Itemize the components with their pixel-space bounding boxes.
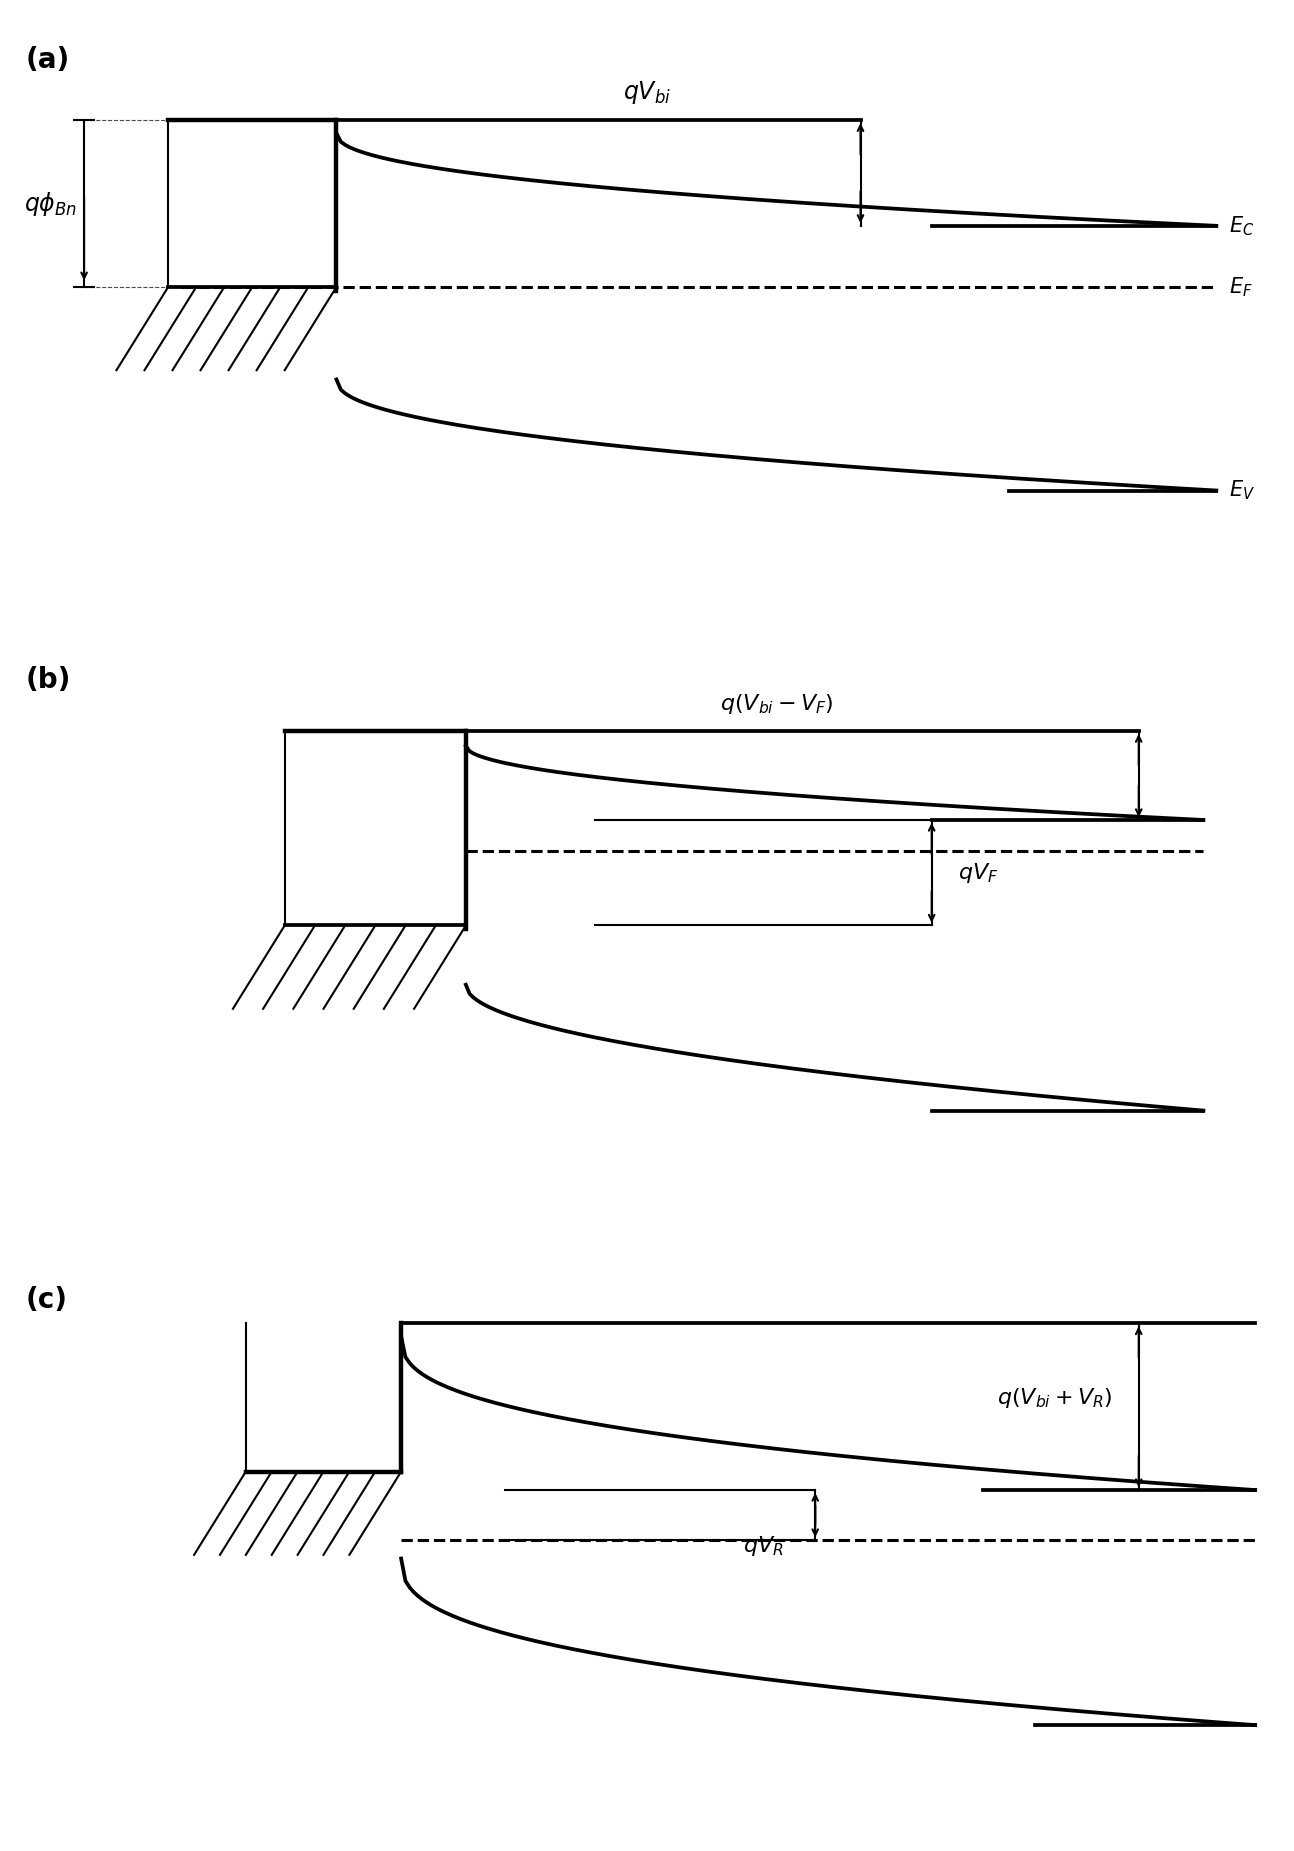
Text: $qV_{bi}$: $qV_{bi}$ [622,78,672,106]
Text: $q\phi_{Bn}$: $q\phi_{Bn}$ [25,189,78,218]
Text: $E_C$: $E_C$ [1229,215,1255,237]
Text: $E_F$: $E_F$ [1229,276,1253,298]
Text: (a): (a) [26,46,70,74]
Text: (c): (c) [26,1286,67,1314]
Text: $qV_F$: $qV_F$ [958,861,998,885]
Text: (b): (b) [26,666,71,694]
Text: $q(V_{bi}-V_F)$: $q(V_{bi}-V_F)$ [719,692,833,716]
Text: $E_V$: $E_V$ [1229,479,1255,502]
Text: $qV_R$: $qV_R$ [743,1533,784,1557]
Text: $q(V_{bi}+V_R)$: $q(V_{bi}+V_R)$ [998,1386,1113,1409]
